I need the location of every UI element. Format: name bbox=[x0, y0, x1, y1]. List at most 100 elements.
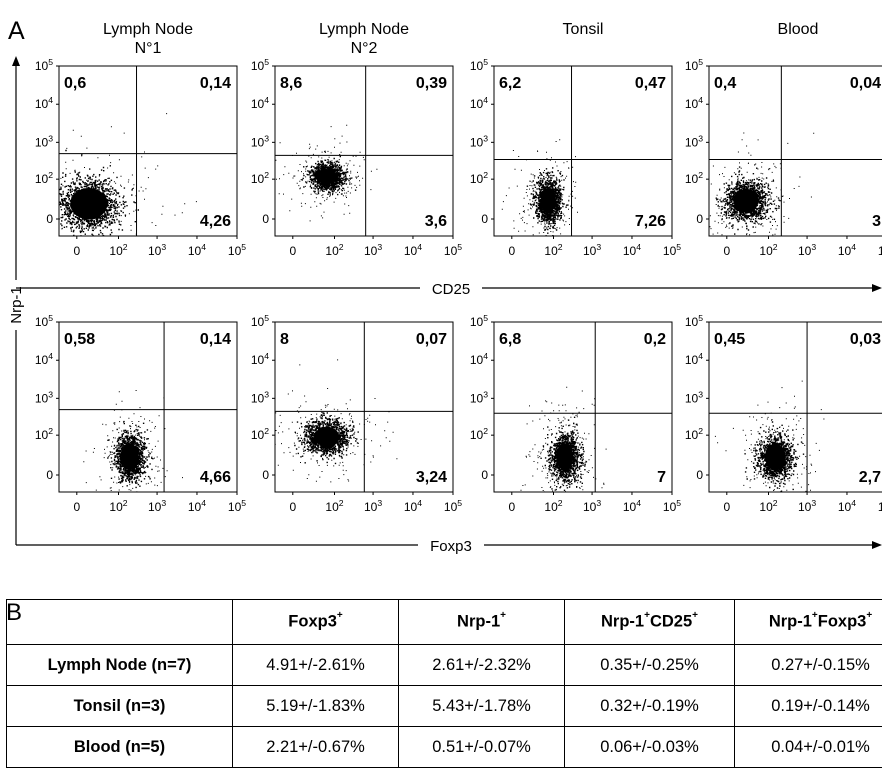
y-tick-label: 0 bbox=[481, 468, 488, 482]
quadrant-upper-right: 0,03 bbox=[850, 331, 881, 348]
y-tick-label: 0 bbox=[696, 212, 703, 226]
table-cell: 2.21+/-0.67% bbox=[232, 726, 399, 768]
y-tick-label: 103 bbox=[470, 133, 488, 149]
plot-frame bbox=[708, 321, 882, 493]
x-tick-label: 103 bbox=[364, 242, 382, 258]
x-tick-label: 104 bbox=[623, 498, 641, 514]
x-tick-label: 103 bbox=[148, 498, 166, 514]
y-tick-label: 0 bbox=[481, 212, 488, 226]
foxp3-arrowhead bbox=[872, 541, 882, 549]
x-tick-label: 104 bbox=[623, 242, 641, 258]
event-dots bbox=[59, 113, 197, 236]
event-dots bbox=[709, 132, 815, 236]
x-tick-label: 105 bbox=[878, 498, 882, 514]
x-tick-label: 0 bbox=[508, 244, 515, 258]
col-label-2: CD25 bbox=[649, 612, 693, 631]
row-label: Tonsil (n=3) bbox=[6, 685, 233, 727]
x-tick-label: 102 bbox=[759, 498, 777, 514]
x-tick-label: 102 bbox=[325, 242, 343, 258]
quadrant-upper-right: 0,14 bbox=[200, 75, 231, 92]
table-header-row: Foxp3+ Nrp-1+ Nrp-1+CD25+ Nrp-1+Foxp3+ bbox=[6, 599, 882, 645]
plot-frame bbox=[58, 65, 238, 237]
dense-core bbox=[121, 443, 139, 471]
table-row: Blood (n=5) 2.21+/-0.67% 0.51+/-0.07% 0.… bbox=[6, 726, 882, 768]
quadrant-upper-left: 6,2 bbox=[499, 75, 521, 92]
y-tick-label: 105 bbox=[35, 57, 53, 73]
dense-core bbox=[314, 427, 340, 447]
facs-plot: 8,6 0,39 3,6 105 104 103 102 0 0 102 103 104 105 bbox=[251, 57, 462, 258]
quadrant-lower-right: 3,24 bbox=[416, 469, 447, 486]
quadrant-lower-right: 7,26 bbox=[635, 213, 666, 230]
event-dots bbox=[275, 124, 378, 222]
y-tick-label: 105 bbox=[470, 57, 488, 73]
y-label-bg bbox=[6, 280, 26, 330]
table-cell: 4.91+/-2.61% bbox=[232, 644, 399, 686]
y-tick-label: 104 bbox=[35, 351, 53, 367]
x-tick-label: 105 bbox=[663, 498, 681, 514]
y-tick-label: 102 bbox=[685, 170, 703, 186]
event-scatter bbox=[83, 390, 183, 492]
plot-frame bbox=[493, 321, 673, 493]
event-scatter bbox=[709, 132, 815, 236]
y-tick-label: 104 bbox=[470, 351, 488, 367]
table-row: Tonsil (n=3) 5.19+/-1.83% 5.43+/-1.78% 0… bbox=[6, 685, 882, 727]
dense-core bbox=[556, 443, 574, 471]
quadrant-upper-right: 0,2 bbox=[644, 331, 666, 348]
quadrant-upper-left: 8,6 bbox=[280, 75, 302, 92]
y-tick-label: 105 bbox=[470, 313, 488, 329]
x-tick-label: 105 bbox=[228, 498, 246, 514]
y-tick-label: 103 bbox=[35, 133, 53, 149]
quadrant-lower-right: 4,66 bbox=[200, 469, 231, 486]
y-tick-label: 103 bbox=[251, 133, 269, 149]
x-tick-label: 0 bbox=[723, 500, 730, 514]
quadrant-upper-right: 0,04 bbox=[850, 75, 881, 92]
x-tick-label: 102 bbox=[759, 242, 777, 258]
quadrant-upper-left: 6,8 bbox=[499, 331, 521, 348]
event-dots bbox=[520, 386, 607, 492]
cd25-arrowhead bbox=[872, 284, 882, 292]
y-tick-label: 104 bbox=[35, 95, 53, 111]
panel-label-a: A bbox=[8, 17, 25, 45]
col-sup-2: + bbox=[692, 610, 698, 622]
plot-frame bbox=[58, 321, 238, 493]
table-cell: 0.27+/-0.15% bbox=[734, 644, 882, 686]
col-sup: + bbox=[811, 610, 818, 622]
x-tick-label: 105 bbox=[663, 242, 681, 258]
y-tick-label: 0 bbox=[696, 468, 703, 482]
quadrant-upper-right: 0,39 bbox=[416, 75, 447, 92]
table-cell: 0.35+/-0.25% bbox=[564, 644, 735, 686]
quadrant-lower-right: 4,26 bbox=[200, 213, 231, 230]
y-tick-label: 105 bbox=[685, 57, 703, 73]
table-cell: 0.06+/-0.03% bbox=[564, 726, 735, 768]
col-sup: + bbox=[500, 610, 506, 622]
table-cell: 0.19+/-0.14% bbox=[734, 685, 882, 727]
x-tick-label: 104 bbox=[838, 498, 856, 514]
facs-plot: 6,8 0,2 7 105 104 103 102 0 0 102 103 104 105 bbox=[470, 313, 681, 514]
x-tick-label: 0 bbox=[289, 500, 296, 514]
y-tick-label: 102 bbox=[470, 426, 488, 442]
column-titles: Lymph Node N°1 Lymph Node N°2 Tonsil Blood bbox=[103, 21, 819, 57]
dense-core bbox=[733, 188, 759, 213]
table-cell: 5.43+/-1.78% bbox=[398, 685, 565, 727]
facs-plot: 8 0,07 3,24 105 104 103 102 0 0 102 103 104 105 bbox=[251, 313, 462, 514]
summary-table-container: Foxp3+ Nrp-1+ Nrp-1+CD25+ Nrp-1+Foxp3+ L… bbox=[6, 599, 882, 771]
y-tick-label: 105 bbox=[251, 57, 269, 73]
foxp3-axis-label: Foxp3 bbox=[430, 538, 472, 555]
column-subtitle: N°2 bbox=[351, 40, 378, 57]
table-cell: 2.61+/-2.32% bbox=[398, 644, 565, 686]
facs-plot: 0,4 0,04 3 105 104 103 102 0 0 102 103 104 105 bbox=[685, 57, 882, 258]
dense-core bbox=[70, 188, 108, 220]
x-tick-label: 105 bbox=[444, 498, 462, 514]
y-tick-label: 0 bbox=[262, 468, 269, 482]
event-dots bbox=[501, 139, 578, 236]
table-header-nrp1-foxp3: Nrp-1+Foxp3+ bbox=[734, 599, 882, 645]
x-tick-label: 104 bbox=[838, 242, 856, 258]
x-tick-label: 105 bbox=[228, 242, 246, 258]
event-dots bbox=[714, 380, 825, 492]
x-tick-label: 102 bbox=[544, 498, 562, 514]
event-scatter bbox=[501, 139, 578, 236]
y-tick-label: 103 bbox=[685, 389, 703, 405]
x-tick-label: 0 bbox=[508, 500, 515, 514]
quadrant-upper-right: 0,14 bbox=[200, 331, 231, 348]
